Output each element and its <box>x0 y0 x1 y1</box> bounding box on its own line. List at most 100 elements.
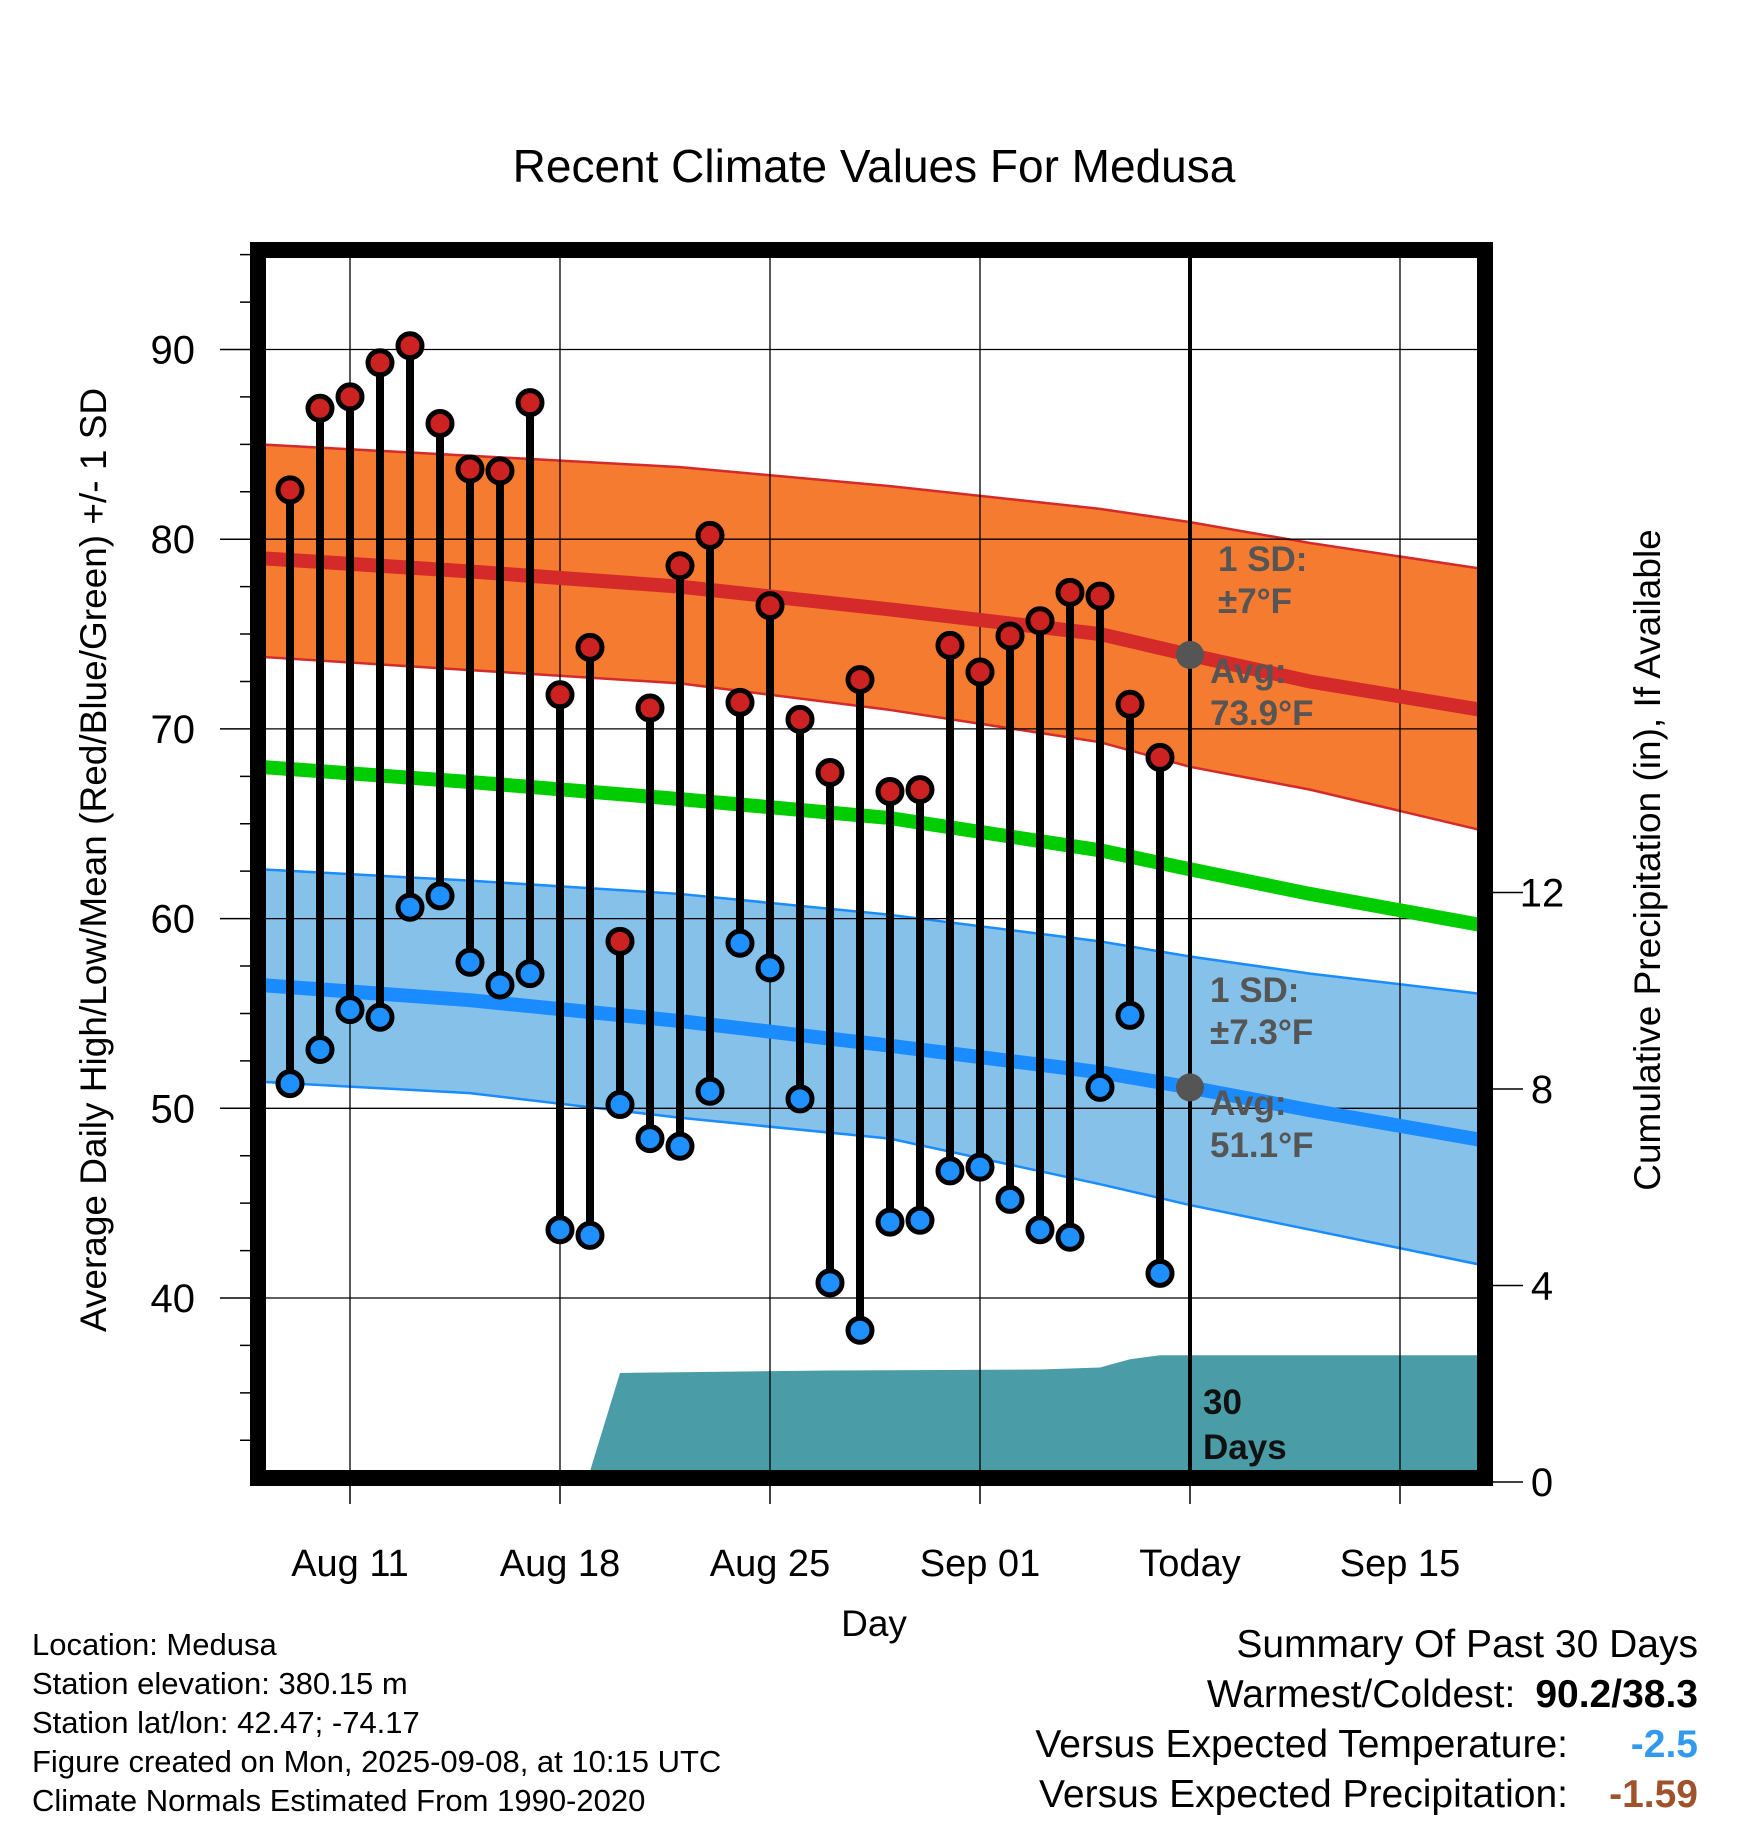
y-tick-label: 70 <box>151 708 196 752</box>
daily-low-point <box>545 1215 575 1245</box>
daily-low-point <box>365 1002 395 1032</box>
warmest-coldest-label: Warmest/Coldest: <box>1206 1673 1516 1716</box>
daily-low-point <box>905 1205 935 1235</box>
daily-high-point <box>905 775 935 805</box>
low-sd-band <box>260 869 1485 1266</box>
daily-high-point <box>425 408 455 438</box>
today-avg-low-marker <box>1176 1073 1204 1102</box>
daily-high-point <box>635 693 665 723</box>
temp-label: Versus Expected Temperature: <box>1035 1723 1568 1766</box>
daily-low-point <box>605 1090 635 1120</box>
low-sd-label: 1 SD: <box>1210 971 1299 1010</box>
high-avg-label: Avg: <box>1210 652 1286 691</box>
y-tick-label: 50 <box>151 1087 196 1131</box>
daily-low-point <box>665 1131 695 1161</box>
y2-tick-label: 8 <box>1531 1068 1553 1112</box>
daily-high-point <box>395 331 425 361</box>
daily-low-point <box>995 1184 1025 1214</box>
daily-high-point <box>755 591 785 621</box>
summary-temp: Versus Expected Temperature: -2.5 <box>1035 1720 1698 1770</box>
chart-title: Recent Climate Values For Medusa <box>513 140 1236 192</box>
daily-high-point <box>725 687 755 717</box>
high-sd-value: ±7°F <box>1218 582 1292 621</box>
low-sd-band-upper-edge <box>259 868 1485 996</box>
created-text: Figure created on Mon, 2025-09-08, at 10… <box>32 1744 722 1779</box>
normal-bands <box>259 443 1485 1267</box>
daily-low-point <box>815 1268 845 1298</box>
x-tick-label: Aug 11 <box>291 1543 409 1585</box>
normal-lines <box>259 551 1485 1148</box>
daily-high-point <box>935 630 965 660</box>
daily-low-point <box>275 1069 305 1099</box>
summary-warmest-coldest: Warmest/Coldest: 90.2/38.3 <box>1035 1670 1698 1720</box>
today-line <box>1176 250 1204 1478</box>
daily-low-point <box>305 1034 335 1064</box>
x-tick-label: Sep 15 <box>1340 1543 1460 1585</box>
x-axis-label: Day <box>841 1603 907 1644</box>
daily-low-point <box>1025 1215 1055 1245</box>
plot-frame <box>250 242 1493 1486</box>
high-sd-band <box>260 444 1485 832</box>
normals-text: Climate Normals Estimated From 1990-2020 <box>32 1783 646 1818</box>
y2-tick-label: 0 <box>1531 1461 1553 1505</box>
daily-high-point <box>275 475 305 505</box>
daily-high-point <box>305 393 335 423</box>
location-text: Location: Medusa <box>32 1627 277 1662</box>
y2-tick-label: 12 <box>1520 872 1565 916</box>
daily-low-point <box>515 959 545 989</box>
low-sd-value: ±7.3°F <box>1210 1013 1313 1052</box>
period-number: 30 <box>1203 1383 1242 1422</box>
daily-high-point <box>605 926 635 956</box>
precip-label: Versus Expected Precipitation: <box>1039 1773 1568 1816</box>
low-avg-value: 51.1°F <box>1210 1126 1314 1165</box>
precip-cumulative-area <box>391 1355 1485 1478</box>
daily-low-point <box>935 1156 965 1186</box>
y-tick-label: 40 <box>151 1277 196 1321</box>
daily-low-point <box>875 1207 905 1237</box>
summary-precip: Versus Expected Precipitation: -1.59 <box>1035 1770 1698 1820</box>
y2-tick-label: 4 <box>1531 1265 1553 1309</box>
temp-value: -2.5 <box>1630 1723 1698 1766</box>
daily-low-point <box>1145 1258 1175 1288</box>
high-sd-band-lower-edge <box>259 655 1485 833</box>
daily-high-point <box>785 704 815 734</box>
x-tick-label: Aug 18 <box>500 1543 620 1585</box>
low-avg-label: Avg: <box>1210 1084 1286 1123</box>
y-axis-label: Average Daily High/Low/Mean (Red/Blue/Gr… <box>73 388 114 1332</box>
daily-low-point <box>965 1152 995 1182</box>
daily-high-low-bars <box>275 331 1175 1345</box>
daily-high-point <box>545 680 575 710</box>
daily-high-point <box>845 665 875 695</box>
daily-high-point <box>1145 742 1175 772</box>
daily-high-point <box>1085 581 1115 611</box>
daily-low-point <box>455 947 485 977</box>
daily-low-point <box>725 928 755 958</box>
daily-high-point <box>995 621 1025 651</box>
plot-border <box>250 242 1493 1486</box>
daily-high-point <box>455 454 485 484</box>
y2-axis-label: Cumulative Precipitation (in), If Availa… <box>1627 529 1668 1191</box>
daily-high-point <box>815 758 845 788</box>
daily-low-point <box>785 1084 815 1114</box>
x-tick-label: Today <box>1139 1543 1240 1585</box>
daily-low-point <box>335 995 365 1025</box>
daily-low-point <box>425 881 455 911</box>
daily-low-point <box>1055 1222 1085 1252</box>
daily-high-point <box>695 520 725 550</box>
warmest-coldest-value: 90.2/38.3 <box>1535 1673 1698 1716</box>
x-tick-label: Sep 01 <box>920 1543 1040 1585</box>
daily-low-point <box>695 1076 725 1106</box>
daily-high-point <box>965 657 995 687</box>
daily-high-point <box>335 382 365 412</box>
daily-high-point <box>575 632 605 662</box>
daily-high-point <box>875 777 905 807</box>
daily-high-point <box>515 388 545 418</box>
annotations: 1 SD: ±7°F Avg: 73.9°F 1 SD: ±7.3°F Avg:… <box>1203 540 1314 1467</box>
y-tick-label: 80 <box>151 518 196 562</box>
daily-low-point <box>755 953 785 983</box>
daily-low-point <box>575 1220 605 1250</box>
precip-value: -1.59 <box>1609 1773 1698 1816</box>
precip-area <box>391 1355 1485 1478</box>
y-tick-label: 60 <box>151 898 196 942</box>
y-tick-label: 90 <box>151 329 196 373</box>
